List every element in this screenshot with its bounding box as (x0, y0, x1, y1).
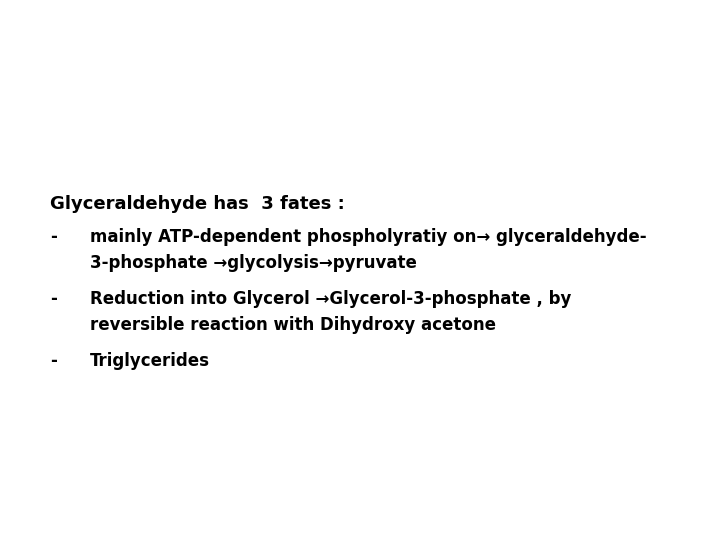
Text: Triglycerides: Triglycerides (90, 352, 210, 370)
Text: 3-phosphate →glycolysis→pyruvate: 3-phosphate →glycolysis→pyruvate (90, 254, 417, 272)
Text: -: - (50, 352, 57, 370)
Text: -: - (50, 228, 57, 246)
Text: reversible reaction with Dihydroxy acetone: reversible reaction with Dihydroxy aceto… (90, 316, 496, 334)
Text: -: - (50, 290, 57, 308)
Text: mainly ATP-dependent phospholyratiy on→ glyceraldehyde-: mainly ATP-dependent phospholyratiy on→ … (90, 228, 647, 246)
Text: Reduction into Glycerol →Glycerol-3-phosphate , by: Reduction into Glycerol →Glycerol-3-phos… (90, 290, 572, 308)
Text: Glyceraldehyde has  3 fates :: Glyceraldehyde has 3 fates : (50, 195, 345, 213)
